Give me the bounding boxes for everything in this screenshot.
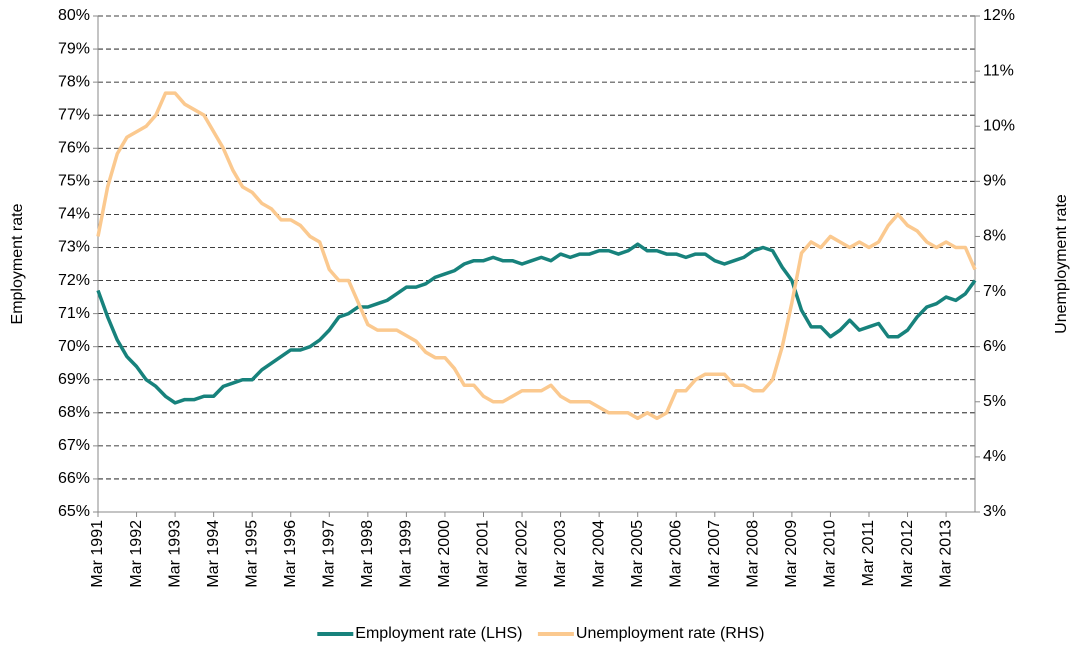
data-line bbox=[96, 242, 977, 405]
legend-label: Unemployment rate (RHS) bbox=[576, 625, 765, 642]
y2-axis-title: Unemployment rate bbox=[1053, 194, 1070, 334]
x-tick-label: Mar 2012 bbox=[899, 520, 916, 588]
y2-tick-label: 8% bbox=[983, 228, 1006, 245]
x-tick-label: Mar 2002 bbox=[513, 520, 530, 588]
legend-label: Employment rate (LHS) bbox=[355, 625, 522, 642]
x-tick-label: Mar 2000 bbox=[436, 520, 453, 588]
y-tick-label: 71% bbox=[58, 305, 90, 322]
y-tick-label: 68% bbox=[58, 404, 90, 421]
y2-tick-label: 4% bbox=[983, 448, 1006, 465]
y2-tick-label: 12% bbox=[983, 7, 1015, 24]
y-axis-title: Employment rate bbox=[9, 203, 26, 324]
y-tick-label: 74% bbox=[58, 206, 90, 223]
y-tick-label: 77% bbox=[58, 106, 90, 123]
y2-tick-label: 10% bbox=[983, 117, 1015, 134]
y2-tick-label: 6% bbox=[983, 338, 1006, 355]
y2-tick-label: 7% bbox=[983, 283, 1006, 300]
y-tick-label: 78% bbox=[58, 73, 90, 90]
y2-tick-label: 11% bbox=[983, 62, 1014, 79]
y-tick-label: 66% bbox=[58, 470, 90, 487]
y-tick-label: 75% bbox=[58, 173, 90, 190]
x-tick-label: Mar 2004 bbox=[590, 520, 607, 588]
x-tick-label: Mar 2009 bbox=[783, 520, 800, 588]
x-tick-label: Mar 1997 bbox=[321, 520, 338, 588]
x-tick-label: Mar 1998 bbox=[359, 520, 376, 588]
y2-tick-label: 9% bbox=[983, 173, 1006, 190]
x-tick-label: Mar 2008 bbox=[745, 520, 762, 588]
x-tick-label: Mar 1996 bbox=[282, 520, 299, 588]
x-tick-label: Mar 1993 bbox=[166, 520, 183, 588]
x-tick-label: Mar 1995 bbox=[243, 520, 260, 588]
x-tick-label: Mar 1999 bbox=[398, 520, 415, 588]
x-tick-label: Mar 2007 bbox=[706, 520, 723, 588]
x-tick-label: Mar 1991 bbox=[89, 520, 106, 588]
y-tick-label: 72% bbox=[58, 272, 90, 289]
x-tick-label: Mar 2006 bbox=[667, 520, 684, 588]
y-tick-label: 79% bbox=[58, 40, 90, 57]
data-line bbox=[96, 91, 977, 421]
x-tick-label: Mar 2011 bbox=[860, 520, 877, 587]
y-tick-label: 69% bbox=[58, 371, 90, 388]
y-tick-label: 76% bbox=[58, 139, 90, 156]
x-tick-label: Mar 2010 bbox=[822, 520, 839, 588]
x-tick-label: Mar 2003 bbox=[552, 520, 569, 588]
x-tick-label: Mar 2001 bbox=[475, 520, 492, 588]
y2-tick-label: 3% bbox=[983, 503, 1006, 520]
y-tick-label: 80% bbox=[58, 7, 90, 24]
x-tick-label: Mar 2013 bbox=[937, 520, 954, 588]
x-tick-label: Mar 2005 bbox=[629, 520, 646, 588]
y-tick-label: 65% bbox=[58, 503, 90, 520]
x-tick-label: Mar 1994 bbox=[205, 520, 222, 588]
y-tick-label: 70% bbox=[58, 338, 90, 355]
y-tick-label: 73% bbox=[58, 239, 90, 256]
y2-tick-label: 5% bbox=[983, 393, 1006, 410]
y-tick-label: 67% bbox=[58, 437, 90, 454]
x-tick-label: Mar 1992 bbox=[128, 520, 145, 588]
